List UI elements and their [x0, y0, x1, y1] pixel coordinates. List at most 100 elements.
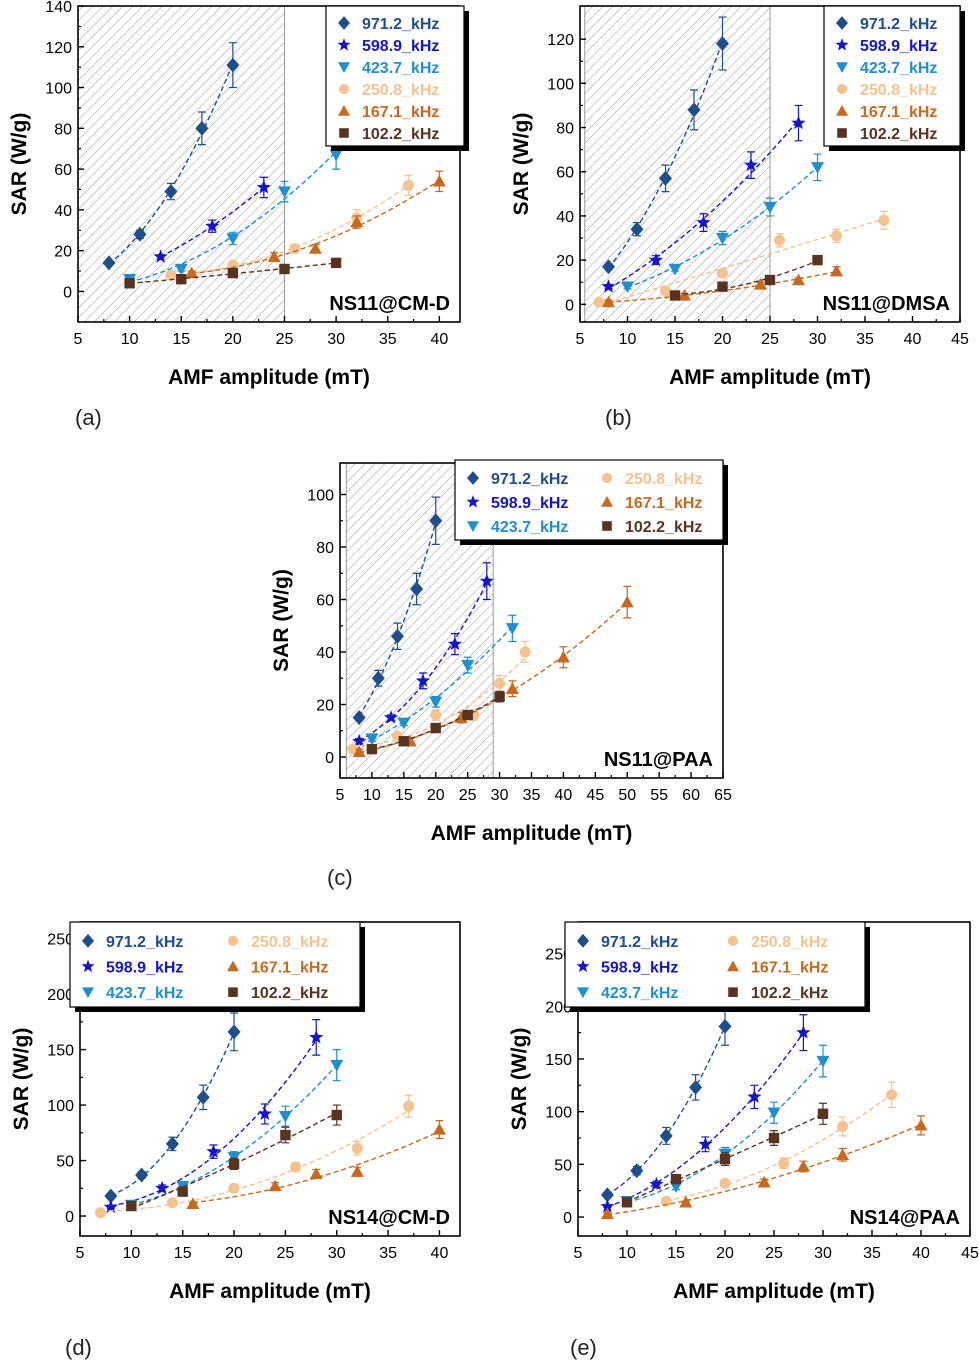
data-point — [778, 1157, 790, 1169]
data-point — [796, 1025, 811, 1039]
data-point — [556, 650, 570, 663]
data-point — [670, 1173, 682, 1185]
data-point — [308, 242, 322, 254]
data-point — [227, 259, 239, 271]
x-tick-label: 25 — [765, 1245, 783, 1262]
data-point — [747, 1089, 762, 1103]
data-point — [716, 267, 729, 279]
series-250.8_kHz — [660, 1081, 898, 1207]
fit-curve — [371, 626, 513, 741]
data-point — [268, 1179, 282, 1192]
data-point — [678, 288, 691, 301]
y-tick-label: 100 — [547, 76, 574, 93]
data-point — [432, 174, 446, 187]
x-tick-label: 60 — [682, 787, 700, 804]
legend-marker — [835, 38, 849, 51]
x-axis-label: AMF amplitude (mT) — [673, 1280, 875, 1303]
fit-curve — [626, 1060, 824, 1203]
series-598.9_kHz — [103, 1019, 324, 1214]
legend-marker — [227, 960, 239, 972]
y-tick-label: 60 — [316, 593, 334, 610]
data-point — [660, 1195, 672, 1207]
y-tick-label: 60 — [54, 162, 72, 179]
x-tick-label: 45 — [961, 1245, 979, 1262]
caption-e: (e) — [570, 1335, 597, 1360]
data-point — [743, 157, 759, 172]
x-tick-label: 15 — [667, 1245, 685, 1262]
y-axis-label: SAR (W/g) — [508, 1028, 531, 1131]
data-point — [279, 263, 290, 275]
x-tick-label: 25 — [761, 331, 779, 348]
legend-label: 102.2_kHz — [625, 519, 702, 536]
fit-curve — [607, 1123, 922, 1216]
hatched-region — [584, 5, 771, 323]
x-tick-label: 10 — [619, 331, 637, 348]
data-point — [719, 1177, 731, 1189]
legend-label: 102.2_kHz — [751, 985, 828, 1002]
data-point — [886, 1089, 898, 1101]
y-tick-label: 80 — [54, 121, 72, 138]
caption-a: (a) — [75, 405, 102, 430]
x-tick-label: 35 — [523, 787, 541, 804]
x-tick-label: 10 — [363, 787, 381, 804]
series-598.9_kHz — [352, 562, 494, 748]
data-point — [649, 1176, 664, 1191]
x-tick-label: 10 — [121, 331, 139, 348]
y-tick-label: 0 — [565, 297, 574, 314]
x-tick-label: 10 — [122, 1245, 140, 1262]
legend: 971.2_kHz 598.9_kHz 423.7_kHz 250.8_kHz 167.… — [564, 921, 870, 1012]
series-102.2_kHz — [621, 1102, 829, 1208]
series-423.7_kHz — [365, 614, 519, 746]
y-tick-label: 150 — [47, 1043, 74, 1060]
data-point — [837, 1120, 849, 1132]
panel-annotation: NS14@CM-D — [328, 1207, 450, 1229]
legend-marker — [601, 496, 613, 507]
series-250.8_kHz — [95, 1094, 415, 1219]
panel-annotation: NS11@CM-D — [329, 293, 450, 315]
x-axis-label: AMF amplitude (mT) — [431, 822, 633, 845]
data-point — [329, 149, 343, 162]
y-axis-label: SAR (W/g) — [510, 113, 533, 216]
data-point — [330, 257, 342, 269]
chart-svg-b: 5 10 15 20 25 30 35 40 45 0 20 40 60 80 100 120 AMF ampl… — [510, 5, 969, 389]
legend-label: 423.7_kHz — [362, 60, 439, 77]
x-tick-label: 20 — [224, 331, 242, 348]
data-point — [659, 170, 672, 186]
data-point — [817, 1108, 829, 1119]
legend-label: 167.1_kHz — [251, 960, 328, 977]
series-971.2_kHz — [352, 496, 443, 726]
data-point — [773, 234, 786, 246]
chart-svg-c: 5 10 15 20 25 30 35 40 45 50 55 60 65 0 20 40 60 80 100 AMF… — [270, 459, 732, 845]
data-point — [689, 1079, 703, 1095]
data-point — [620, 595, 634, 608]
fit-curve — [674, 260, 818, 296]
data-point — [206, 1144, 221, 1158]
data-point — [659, 285, 672, 297]
series-167.1_kHz — [185, 170, 446, 279]
x-tick-label: 40 — [431, 1245, 449, 1262]
legend-marker — [337, 38, 351, 51]
x-tick-label: 10 — [618, 1245, 636, 1262]
data-point — [600, 1207, 614, 1220]
legend-marker — [82, 987, 94, 999]
x-axis-label: AMF amplitude (mT) — [169, 1280, 371, 1303]
x-tick-label: 30 — [327, 331, 345, 348]
x-tick-label: 15 — [666, 331, 684, 348]
series-598.9_kHz — [153, 176, 271, 263]
data-point — [174, 263, 188, 276]
y-tick-label: 80 — [556, 121, 574, 138]
x-tick-label: 25 — [276, 331, 294, 348]
legend-label: 250.8_kHz — [860, 82, 937, 99]
x-tick-label: 30 — [814, 1245, 832, 1262]
x-tick-label: 50 — [618, 787, 636, 804]
fit-curve — [110, 1032, 235, 1196]
data-point — [505, 682, 519, 694]
legend-marker — [82, 933, 94, 948]
data-point — [398, 736, 410, 747]
x-tick-label: 40 — [430, 331, 448, 348]
data-point — [155, 1180, 170, 1195]
chart-svg-a: 5 10 15 20 25 30 35 40 0 20 40 60 80 100 120 140 AMF amp… — [8, 0, 469, 389]
legend-marker — [727, 960, 739, 972]
data-point — [176, 273, 187, 285]
